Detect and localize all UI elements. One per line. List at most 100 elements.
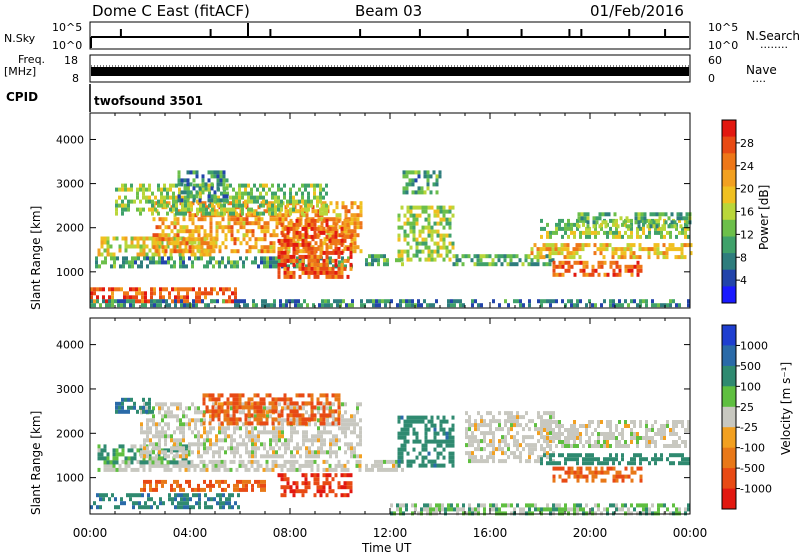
heatmap-cell <box>203 233 207 238</box>
heatmap-cell <box>340 463 344 468</box>
heatmap-cell <box>148 463 152 468</box>
heatmap-cell <box>210 170 214 175</box>
heatmap-cell <box>522 427 525 432</box>
heatmap-cell <box>335 454 338 459</box>
heatmap-cell <box>445 431 449 436</box>
heatmap-cell <box>639 424 642 428</box>
heatmap-cell <box>178 244 182 249</box>
heatmap-cell <box>269 414 272 419</box>
heatmap-cell <box>226 409 230 414</box>
heatmap-cell <box>427 257 431 262</box>
heatmap-cell <box>146 454 149 459</box>
heatmap-cell <box>164 438 167 443</box>
heatmap-cell <box>263 233 267 238</box>
heatmap-cell <box>224 450 227 455</box>
heatmap-cell <box>119 264 122 269</box>
heatmap-cell <box>507 303 510 308</box>
heatmap-cell <box>164 233 168 238</box>
heatmap-cell <box>97 467 101 472</box>
heatmap-cell <box>415 435 419 440</box>
heatmap-cell <box>675 444 678 448</box>
heatmap-cell <box>138 501 141 506</box>
heatmap-cell <box>552 272 556 277</box>
heatmap-cell <box>513 507 516 512</box>
heatmap-cell <box>429 511 432 516</box>
heatmap-cell <box>153 501 156 506</box>
heatmap-cell <box>230 434 233 439</box>
heatmap-cell <box>230 225 234 230</box>
heatmap-cell <box>483 511 486 516</box>
heatmap-cell <box>171 299 174 304</box>
heatmap-cell <box>222 299 225 304</box>
heatmap-cell <box>192 170 196 175</box>
heatmap-cell <box>290 454 293 459</box>
heatmap-cell <box>337 413 341 418</box>
heatmap-cell <box>289 207 292 212</box>
x-tick-label: 16:00 <box>473 526 508 540</box>
heatmap-cell <box>215 260 218 265</box>
heatmap-cell <box>301 266 305 271</box>
heatmap-cell <box>648 226 651 231</box>
heatmap-cell <box>201 190 205 195</box>
heatmap-cell <box>182 225 186 230</box>
heatmap-cell <box>498 423 501 428</box>
heatmap-cell <box>147 493 150 498</box>
heatmap-cell <box>483 447 486 452</box>
heatmap-cell <box>287 264 290 269</box>
heatmap-cell <box>228 497 231 502</box>
heatmap-cell <box>564 428 567 432</box>
heatmap-cell <box>316 467 320 472</box>
heatmap-cell <box>106 460 110 465</box>
heatmap-cell <box>307 203 310 208</box>
heatmap-cell <box>540 447 543 452</box>
heatmap-cell <box>501 447 504 452</box>
heatmap-cell <box>601 220 605 225</box>
heatmap-cell <box>133 452 137 457</box>
heatmap-cell <box>295 258 299 263</box>
heatmap-cell <box>219 287 222 292</box>
heatmap-cell <box>480 503 483 508</box>
heatmap-cell <box>495 427 498 432</box>
heatmap-cell <box>117 505 120 510</box>
heatmap-cell <box>621 503 624 508</box>
heatmap-cell <box>313 459 317 464</box>
heatmap-cell <box>453 303 456 308</box>
heatmap-cell <box>600 466 604 471</box>
heatmap-cell <box>558 503 561 508</box>
heatmap-cell <box>548 258 552 263</box>
heatmap-cell <box>436 253 440 258</box>
heatmap-cell <box>322 485 326 490</box>
freq-unit: [MHz] <box>4 65 36 78</box>
heatmap-cell <box>456 511 459 516</box>
heatmap-cell <box>415 431 419 436</box>
heatmap-cell <box>242 237 246 242</box>
heatmap-cell <box>176 426 179 431</box>
heatmap-cell <box>680 247 684 252</box>
heatmap-cell <box>319 493 323 498</box>
heatmap-cell <box>588 470 592 475</box>
heatmap-cell <box>620 247 624 252</box>
nsearch-dots: ........ <box>760 38 788 51</box>
heatmap-cell <box>504 419 507 424</box>
heatmap-cell <box>260 217 264 222</box>
heatmap-cell <box>121 409 124 414</box>
heatmap-cell <box>174 493 177 498</box>
heatmap-cell <box>594 234 597 239</box>
heatmap-cell <box>684 507 687 512</box>
heatmap-cell <box>269 201 273 206</box>
heatmap-cell <box>534 507 537 512</box>
heatmap-cell <box>651 424 654 428</box>
heatmap-cell <box>528 451 531 456</box>
heatmap-cell <box>289 187 292 192</box>
heatmap-cell <box>212 249 216 254</box>
heatmap-cell <box>536 258 540 263</box>
heatmap-cell <box>611 247 615 252</box>
heatmap-cell <box>596 247 600 252</box>
heatmap-cell <box>582 218 585 223</box>
heatmap-cell <box>285 303 288 308</box>
heatmap-cell <box>465 435 468 440</box>
heatmap-cell <box>627 268 631 273</box>
heatmap-cell <box>572 251 576 256</box>
heatmap-cell <box>203 237 207 242</box>
heatmap-cell <box>685 216 689 221</box>
